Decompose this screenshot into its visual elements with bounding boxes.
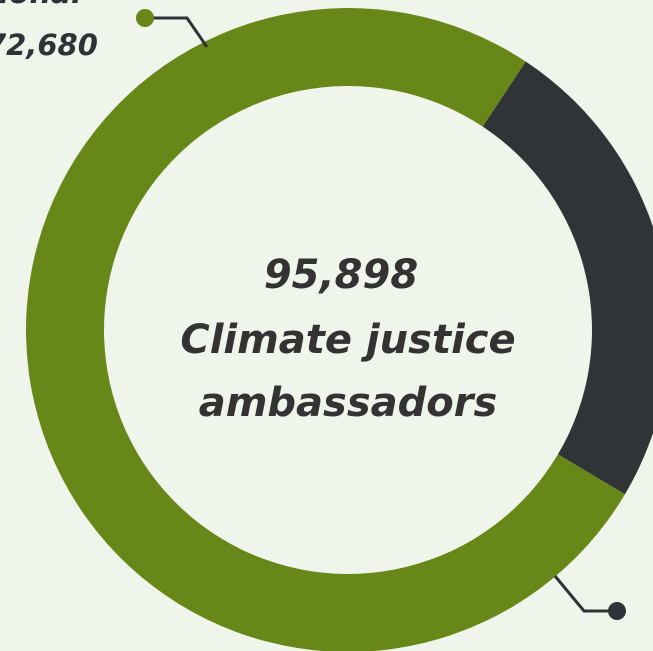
callout-dot-dark	[608, 602, 626, 620]
callout-leader-green	[145, 16, 209, 48]
donut-slice-dark	[482, 61, 653, 495]
center-total-value: 95,898	[264, 252, 418, 298]
center-label-line2: ambassadors	[199, 380, 498, 426]
center-label-line1: Climate justice	[180, 317, 515, 363]
callout-leader-dark	[553, 575, 617, 613]
donut-slices	[26, 8, 653, 651]
callout-label-green: ational	[0, 0, 82, 11]
callout-value-green: 72,680	[0, 28, 98, 62]
callout-dot-green	[136, 9, 154, 27]
